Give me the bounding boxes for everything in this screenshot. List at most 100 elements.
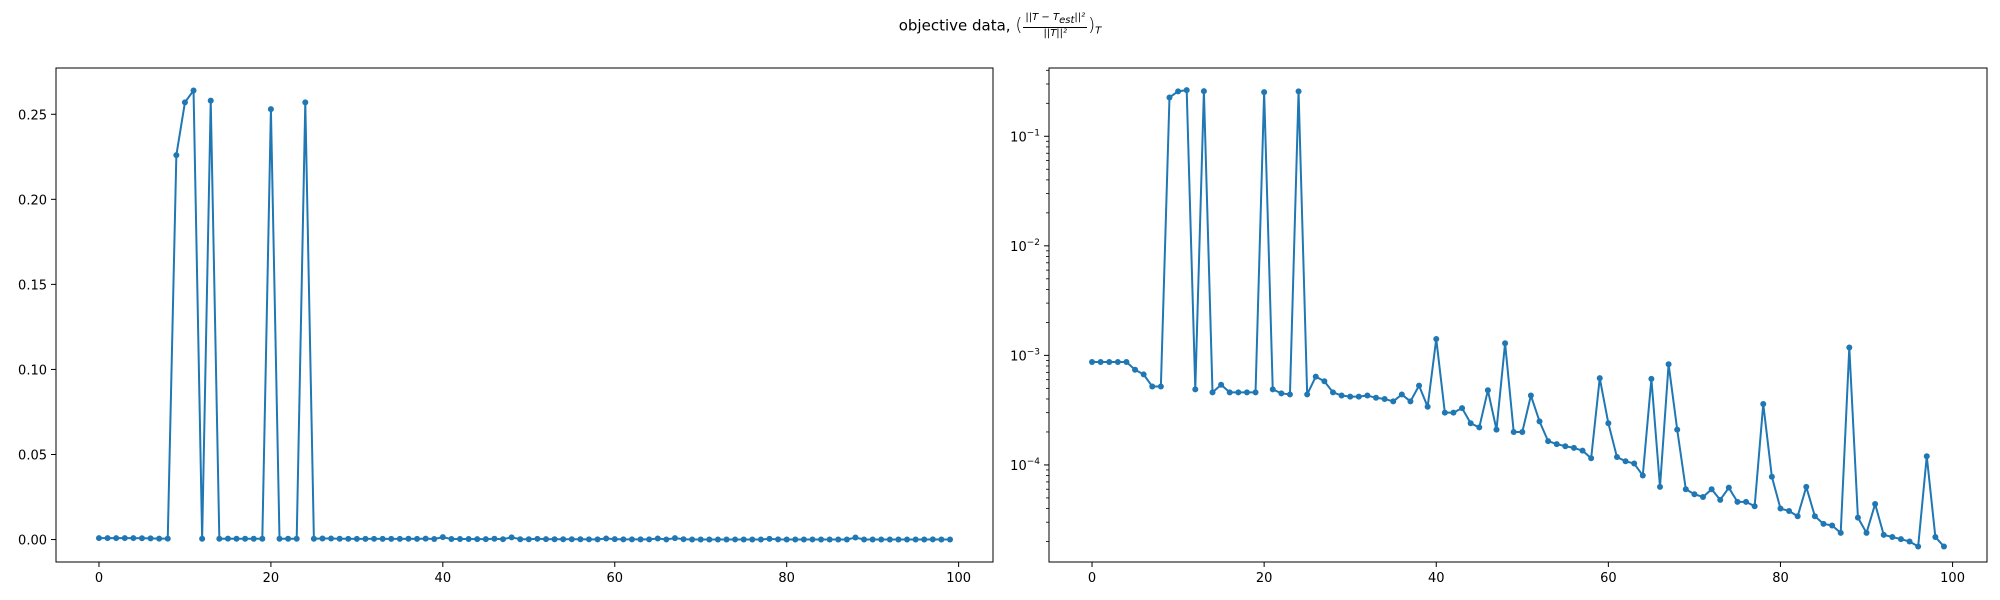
data-point [1777,505,1784,512]
data-point [912,536,919,543]
data-point [1691,491,1698,498]
data-point [1665,361,1672,368]
data-point [1786,507,1793,514]
series-line [98,89,951,541]
axes-frame [1048,67,1988,563]
data-point [697,536,704,543]
data-point [1656,483,1663,490]
data-point [448,536,455,543]
data-point [594,536,601,543]
data-point [1373,394,1380,401]
data-point [1820,520,1827,527]
series-line [1092,89,1945,548]
data-point [250,535,257,542]
x-tick-label: 0 [1088,571,1096,586]
data-point [302,99,309,106]
data-point [1278,390,1285,397]
data-point [508,534,515,541]
data-point [1940,543,1947,550]
data-point [1811,513,1818,520]
y-tick-label: 0.20 [18,193,47,208]
y-tick-label-base: 10 [1010,459,1027,474]
data-point [1304,391,1311,398]
data-point [1527,392,1534,399]
data-point [482,536,489,543]
data-point [216,535,223,542]
x-tick-label: 100 [1940,571,1965,586]
data-point [1725,484,1732,491]
data-point [1398,391,1405,398]
data-point [835,536,842,543]
data-point [585,536,592,543]
data-point [1381,395,1388,402]
data-point [1846,344,1853,351]
title-numerator: ||T − Test||² [1023,12,1088,28]
data-point [1089,359,1096,366]
y-tick-label-exponent: −4 [1027,457,1041,467]
y-tick-label: 0.10 [18,363,47,378]
data-point [285,535,292,542]
data-point [843,536,850,543]
data-point [130,535,137,542]
data-point [749,536,756,543]
data-point [1441,409,1448,416]
data-point [904,536,911,543]
data-point [1467,420,1474,427]
data-point [207,97,214,104]
x-tick-label: 40 [1428,571,1445,586]
data-point [379,535,386,542]
title-subscript: T [1095,25,1102,37]
data-point [267,106,274,113]
y-tick-label-base: 10 [1010,240,1027,255]
data-point [173,152,180,159]
data-point [319,535,326,542]
data-point [405,535,412,542]
y-tick-label-exponent: −2 [1027,238,1040,248]
data-point [1708,486,1715,493]
data-point [1226,389,1233,396]
data-point [190,87,197,94]
data-point [1717,496,1724,503]
data-point [671,535,678,542]
data-point [1682,486,1689,493]
data-point [929,536,936,543]
data-point [525,536,532,543]
data-point [706,536,713,543]
data-point [800,536,807,543]
data-point [1700,493,1707,500]
data-point [1132,366,1139,373]
data-point [1510,428,1517,435]
data-point [465,535,472,542]
data-point [500,536,507,543]
y-tick-label: 0.25 [18,108,47,123]
data-point [852,534,859,541]
data-point [259,535,266,542]
x-tick-label: 100 [946,571,971,586]
data-point [1321,378,1328,385]
data-point [1355,393,1362,400]
data-point [396,535,403,542]
y-tick-label: 0.00 [18,534,47,549]
data-point [1562,443,1569,450]
data-point [809,536,816,543]
data-point [1269,386,1276,393]
data-point [1175,88,1182,95]
data-point [1803,483,1810,490]
data-point [1407,398,1414,405]
data-point [611,536,618,543]
data-point [895,536,902,543]
y-tick-label-exponent: −3 [1027,347,1040,357]
data-point [560,536,567,543]
data-point [233,535,240,542]
data-point [568,536,575,543]
title-numerator-subscript: est [1059,15,1075,26]
data-point [1218,381,1225,388]
data-point [1915,543,1922,550]
data-point [1829,522,1836,529]
data-point [1114,359,1121,366]
data-point [293,535,300,542]
data-point [1476,424,1483,431]
data-point [1183,87,1190,94]
data-point [1743,498,1750,505]
